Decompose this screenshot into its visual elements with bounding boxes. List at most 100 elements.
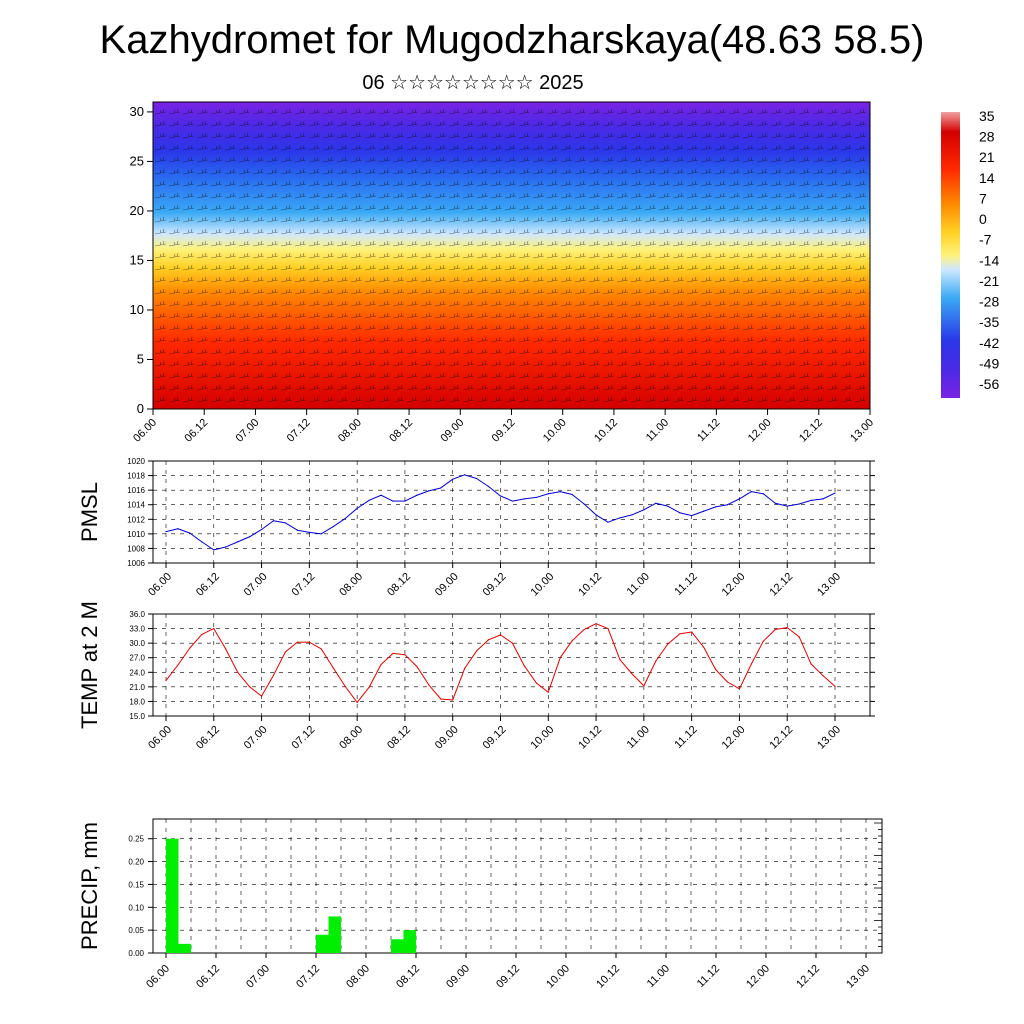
pmsl-point (786, 505, 788, 507)
pmsl-x-tick-label: 09.00 (433, 571, 461, 599)
pmsl-line-segment (631, 509, 645, 516)
temp-line-segment (679, 631, 692, 635)
temp-line-segment (249, 686, 262, 697)
pmsl-point (237, 541, 239, 543)
pmsl-line-segment (787, 503, 800, 507)
pmsl-point (702, 510, 705, 512)
temp-x-tick-label: 11.00 (625, 724, 652, 751)
pmsl-x-tick-label: 07.00 (242, 571, 270, 599)
temp-point (547, 691, 549, 693)
pmsl-point (738, 498, 741, 500)
pmsl-line-segment (703, 506, 716, 512)
temp-y-tick-label: 21.0 (129, 683, 145, 692)
pmsl-line-segment (751, 491, 764, 495)
pmsl-y-tick-label: 1014 (127, 501, 145, 510)
pmsl-line-segment (237, 536, 250, 543)
temp-line-segment (332, 667, 346, 687)
pmsl-x-tick-label: 11.00 (625, 571, 652, 598)
precip-bar (166, 838, 179, 953)
temp-line-segment (189, 634, 203, 649)
temp-point (260, 695, 263, 697)
pmsl-line-segment (524, 496, 537, 500)
pmsl-point (571, 493, 573, 496)
pmsl-line-segment (763, 493, 776, 504)
cross-section-y-tick-label: 15 (130, 252, 144, 267)
pmsl-y-tick-label: 1006 (127, 559, 145, 568)
pmsl-line-segment (500, 495, 513, 502)
precip-x-tick-label: 08.00 (344, 963, 372, 991)
cross-section-x-tick-label: 06.12 (182, 417, 210, 445)
pmsl-line-segment (822, 492, 836, 500)
temp-line-segment (165, 664, 179, 681)
temp-line-segment (428, 684, 442, 700)
precipitation-ylabel: PRECIP, mm (77, 822, 102, 950)
pmsl-x-axis: 06.00 06.12 07.00 07.12 08.00 08.12 09.00 09.12… (146, 563, 843, 599)
temp-point (750, 663, 752, 665)
pmsl-line-segment (452, 474, 465, 480)
temp-line-segment (559, 640, 573, 659)
temp-line-segment (237, 671, 251, 688)
temp-line-segment (571, 629, 585, 642)
temp-point (535, 682, 537, 684)
pmsl-line-segment (476, 478, 489, 487)
precip-x-tick-label: 07.00 (244, 963, 272, 991)
pmsl-line-segment (416, 490, 429, 496)
pmsl-line-segment (404, 494, 418, 502)
pmsl-x-tick-label: 08.00 (337, 571, 365, 599)
pmsl-line-segment (607, 517, 621, 523)
cross-section-x-axis: 06.00 06.12 07.00 07.12 08.00 08.12 09.00 09.12… (131, 409, 876, 445)
temp-line-segment (703, 646, 716, 670)
pmsl-point (655, 502, 657, 504)
pmsl-point (810, 499, 812, 501)
temp-line-segment (762, 629, 776, 642)
pmsl-line-segment (321, 526, 334, 535)
precip-x-tick-label: 10.12 (594, 963, 622, 991)
temp-point (177, 664, 179, 666)
temp-line-segment (738, 663, 752, 690)
pmsl-line-segment (727, 498, 740, 506)
cross-section-x-tick-label: 10.12 (592, 417, 620, 445)
temp-point (201, 633, 203, 636)
temp-y-tick-label: 24.0 (129, 668, 145, 677)
temp-line-segment (213, 628, 227, 650)
temp-line-segment (643, 660, 657, 687)
pmsl-line-segment (655, 502, 668, 507)
temp-point (487, 639, 490, 641)
precipitation-y-axis: 0.00 0.05 0.10 0.15 0.20 0.25 (128, 822, 882, 958)
pmsl-line-segment (643, 502, 657, 511)
temp-point (308, 641, 310, 643)
cross-section-x-tick-label: 08.00 (336, 417, 364, 445)
pmsl-line-segment (165, 528, 179, 533)
pmsl-x-tick-label: 06.00 (146, 571, 174, 599)
precip-y-tick-label: 0.05 (128, 926, 144, 935)
pmsl-line-segment (189, 532, 203, 543)
temp-line-segment (261, 674, 274, 697)
temp-point (810, 663, 812, 665)
pmsl-line-segment (201, 541, 215, 551)
temp-point (189, 647, 191, 649)
temp-y-tick-label: 33.0 (129, 625, 145, 634)
precip-x-tick-label: 09.12 (494, 963, 522, 991)
temp-line-segment (177, 647, 191, 666)
temp-point (798, 636, 800, 638)
temp-x-tick-label: 07.12 (290, 724, 318, 752)
pmsl-point (798, 503, 800, 505)
temp-point (679, 633, 681, 635)
pmsl-y-tick-label: 1008 (127, 544, 145, 553)
temp-x-tick-label: 09.12 (481, 724, 509, 752)
temp-y-tick-label: 15.0 (129, 712, 145, 721)
pmsl-point (177, 528, 179, 530)
temp-point (296, 641, 299, 643)
temp-line-segment (380, 652, 394, 665)
colorbar-label: 28 (979, 129, 995, 145)
cross-section-x-tick-label: 13.00 (848, 417, 876, 445)
temp-point (643, 685, 645, 687)
pmsl-line-segment (560, 491, 573, 496)
pmsl-line-segment (739, 491, 752, 500)
temp-line-segment (750, 640, 764, 665)
temp-point (165, 679, 167, 682)
colorbar: 35 28 21 14 7 0 -7 -14 -21 -28 -35 -42 -49 -56 (941, 108, 999, 398)
colorbar-label: -14 (979, 252, 999, 268)
temp-line-segment (655, 643, 669, 662)
